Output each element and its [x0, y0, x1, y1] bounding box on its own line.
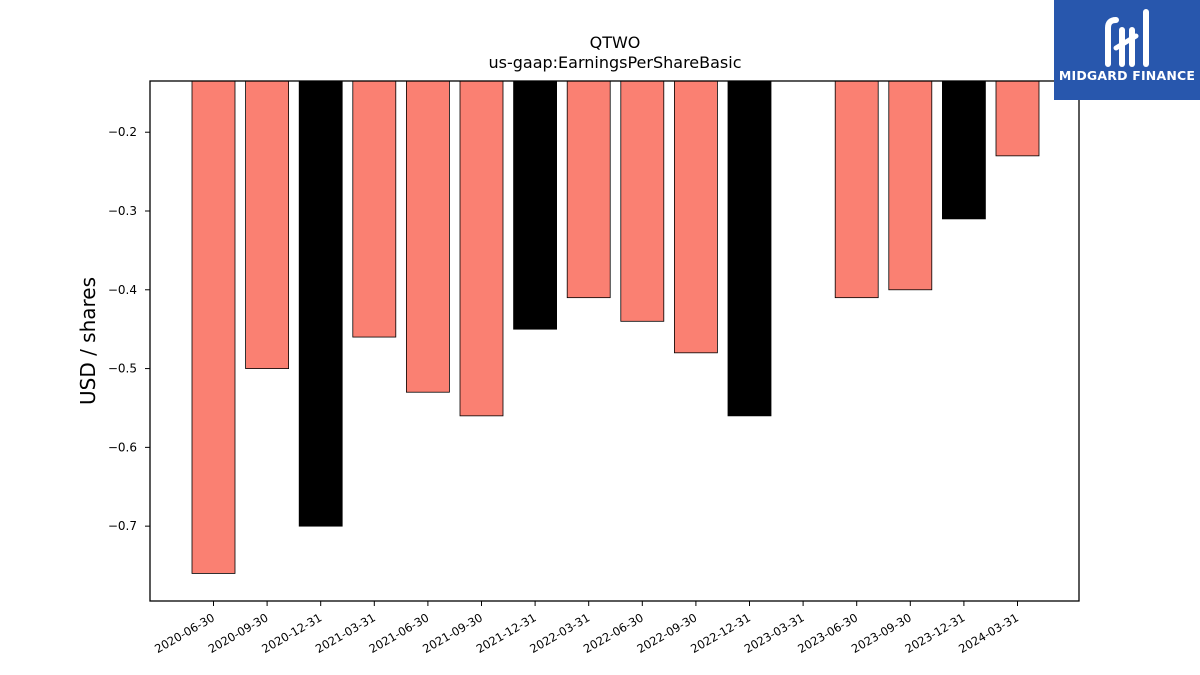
- x-tick-label: 2024-03-31: [956, 610, 1021, 656]
- x-tick-label: 2021-06-30: [367, 610, 432, 656]
- bar-2022-03-31: [566, 80, 611, 299]
- plot-frame: [149, 80, 1080, 602]
- y-ticks-group: −0.2 −0.3 −0.4 −0.5 −0.6 −0.7: [108, 125, 150, 533]
- x-tick-label: 2021-03-31: [313, 610, 378, 656]
- brand-logo: MIDGARD FINANCE: [1054, 0, 1200, 100]
- x-tick-label: 2022-03-31: [527, 610, 592, 656]
- x-tick-label: 2023-03-31: [742, 610, 807, 656]
- x-tick-label: 2022-06-30: [581, 610, 646, 656]
- brand-name: MIDGARD FINANCE: [1058, 68, 1196, 83]
- x-ticks-group: 2020-06-302020-09-302020-12-312021-03-31…: [152, 601, 1021, 656]
- bar-2020-12-31: [298, 80, 343, 527]
- bar-2023-09-30: [888, 80, 933, 291]
- x-tick-label: 2020-06-30: [152, 610, 217, 656]
- bar-2020-06-30: [191, 80, 236, 574]
- x-tick-label: 2022-09-30: [635, 610, 700, 656]
- y-axis-label: USD / shares: [76, 277, 100, 405]
- bar-2024-03-31: [995, 80, 1040, 157]
- bar-2021-09-30: [459, 80, 504, 417]
- bar-2022-06-30: [620, 80, 665, 322]
- x-tick-label: 2020-12-31: [259, 610, 324, 656]
- x-tick-label: 2020-09-30: [206, 610, 271, 656]
- y-tick-label: −0.5: [108, 362, 137, 376]
- bars-group: [191, 80, 1040, 574]
- x-tick-label: 2021-12-31: [474, 610, 539, 656]
- x-tick-label: 2023-09-30: [849, 610, 914, 656]
- bar-2021-12-31: [513, 80, 557, 330]
- y-tick-label: −0.7: [108, 519, 137, 533]
- bar-2021-06-30: [405, 80, 450, 393]
- y-tick-label: −0.4: [108, 283, 137, 297]
- x-tick-label: 2022-12-31: [688, 610, 753, 656]
- x-tick-label: 2023-12-31: [903, 610, 968, 656]
- chart-title: QTWO: [590, 33, 641, 52]
- bar-2022-09-30: [674, 80, 718, 354]
- x-tick-label: 2021-09-30: [420, 610, 485, 656]
- x-tick-label: 2023-06-30: [795, 610, 860, 656]
- bar-2023-12-31: [942, 80, 986, 220]
- chart-subtitle: us-gaap:EarningsPerShareBasic: [488, 53, 741, 72]
- bar-2020-09-30: [245, 80, 290, 369]
- y-tick-label: −0.6: [108, 440, 137, 454]
- y-tick-label: −0.3: [108, 204, 137, 218]
- bar-2021-03-31: [352, 80, 397, 338]
- y-tick-label: −0.2: [108, 125, 137, 139]
- bar-2022-12-31: [727, 80, 772, 417]
- bar-2023-06-30: [834, 80, 879, 299]
- logo-mark-icon: [1105, 9, 1149, 67]
